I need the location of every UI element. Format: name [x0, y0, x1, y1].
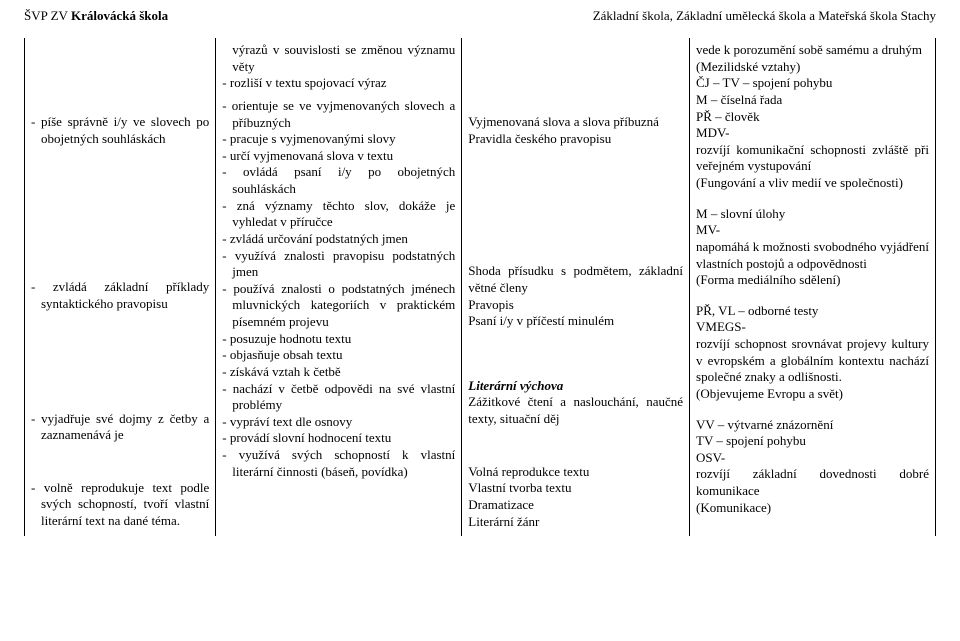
col3-block4-line4: Literární žánr — [468, 514, 683, 531]
col4-b4-5: (Komunikace) — [696, 500, 929, 517]
curriculum-table: píše správně i/y ve slovech po obojetnýc… — [24, 38, 936, 536]
literary-heading: Literární výchova — [468, 378, 683, 395]
col1: píše správně i/y ve slovech po obojetnýc… — [25, 38, 216, 536]
list-item: pracuje s vyjmenovanými slovy — [232, 131, 455, 148]
col4-b1b-2: MV- — [696, 222, 929, 239]
col4-intro-3: ČJ – TV – spojení pohybu — [696, 75, 929, 92]
list-item: volně reprodukuje text podle svých schop… — [41, 480, 209, 530]
list-item: ovládá psaní i/y po obojetných souhláská… — [232, 164, 455, 197]
list-item: rozliší v textu spojovací výraz — [232, 75, 455, 92]
list-item: provádí slovní hodnocení textu — [232, 430, 455, 447]
col3-block4-line1: Volná reprodukce textu — [468, 464, 683, 481]
header-left-bold: Královácká škola — [71, 8, 168, 23]
col1-block4: volně reprodukuje text podle svých schop… — [31, 480, 209, 530]
list-item: zvládá základní příklady syntaktického p… — [41, 279, 209, 312]
col3-block2-line3: Psaní i/y v příčestí minulém — [468, 313, 683, 330]
list-item: určí vyjmenovaná slova v textu — [232, 148, 455, 165]
col1-block1: píše správně i/y ve slovech po obojetnýc… — [31, 114, 209, 147]
col2-intro-plain: výrazů v souvislosti se změnou významu v… — [222, 42, 455, 75]
col1-block2: zvládá základní příklady syntaktického p… — [31, 279, 209, 312]
col3-block2-line1: Shoda přísudku s podmětem, základní větn… — [468, 263, 683, 296]
col4-intro-2: (Mezilidské vztahy) — [696, 59, 929, 76]
list-item: vyjadřuje své dojmy z četby a zaznamenáv… — [41, 411, 209, 444]
list-item: orientuje se ve vyjmenovaných slovech a … — [232, 98, 455, 131]
col4-b2b-3: rozvíjí schopnost srovnávat projevy kult… — [696, 336, 929, 386]
col4: vede k porozumění sobě samému a druhým (… — [690, 38, 936, 536]
list-item: posuzuje hodnotu textu — [232, 331, 455, 348]
col3-block1-line2: Pravidla českého pravopisu — [468, 131, 683, 148]
col4-b2b-1: PŘ, VL – odborné testy — [696, 303, 929, 320]
col4-b2-1: napomáhá k možnosti svobodného vyjádření… — [696, 239, 929, 272]
col4-b1-4: rozvíjí komunikační schopnosti zvláště p… — [696, 142, 929, 175]
col4-b2b-4: (Objevujeme Evropu a svět) — [696, 386, 929, 403]
header-left-prefix: ŠVP ZV — [24, 8, 71, 23]
col4-intro-1: vede k porozumění sobě samému a druhým — [696, 42, 929, 59]
col4-b1-3: MDV- — [696, 125, 929, 142]
list-item: zná významy těchto slov, dokáže je vyhle… — [232, 198, 455, 231]
col4-b1-2: PŘ – člověk — [696, 109, 929, 126]
list-item: využívá znalosti pravopisu podstatných j… — [232, 248, 455, 281]
col3-block4-line3: Dramatizace — [468, 497, 683, 514]
col4-b4-3: OSV- — [696, 450, 929, 467]
col3-block1-line1: Vyjmenovaná slova a slova příbuzná — [468, 114, 683, 131]
list-item: vypráví text dle osnovy — [232, 414, 455, 431]
list-item: využívá svých schopností k vlastní liter… — [232, 447, 455, 480]
col2-block3: posuzuje hodnotu textu objasňuje obsah t… — [222, 331, 455, 414]
col3-block2-line2: Pravopis — [468, 297, 683, 314]
col4-b4-4: rozvíjí základní dovednosti dobré komuni… — [696, 466, 929, 499]
list-item: nachází v četbě odpovědi na své vlastní … — [232, 381, 455, 414]
list-item: zvládá určování podstatných jmen — [232, 231, 455, 248]
col4-b2b-2: VMEGS- — [696, 319, 929, 336]
list-item: píše správně i/y ve slovech po obojetnýc… — [41, 114, 209, 147]
list-item: získává vztah k četbě — [232, 364, 455, 381]
col4-b1-1: M – číselná řada — [696, 92, 929, 109]
col4-b1-5: (Fungování a vliv medií ve společnosti) — [696, 175, 929, 192]
col4-b2-2: (Forma mediálního sdělení) — [696, 272, 929, 289]
header-left: ŠVP ZV Královácká škola — [24, 8, 168, 24]
col4-b4-2: TV – spojení pohybu — [696, 433, 929, 450]
col2-block2: zvládá určování podstatných jmen využívá… — [222, 231, 455, 331]
col4-b4-1: VV – výtvarné znázornění — [696, 417, 929, 434]
table-row: píše správně i/y ve slovech po obojetnýc… — [25, 38, 936, 536]
col3: Vyjmenovaná slova a slova příbuzná Pravi… — [462, 38, 690, 536]
col3-block3-line1: Zážitkové čtení a naslouchání, naučné te… — [468, 394, 683, 427]
col2-block1: orientuje se ve vyjmenovaných slovech a … — [222, 98, 455, 231]
list-item: objasňuje obsah textu — [232, 347, 455, 364]
col2-block4: vypráví text dle osnovy provádí slovní h… — [222, 414, 455, 481]
col2-intro-dash: rozliší v textu spojovací výraz — [222, 75, 455, 92]
col4-b1b-1: M – slovní úlohy — [696, 206, 929, 223]
header-right: Základní škola, Základní umělecká škola … — [593, 8, 936, 24]
col1-block3: vyjadřuje své dojmy z četby a zaznamenáv… — [31, 411, 209, 444]
page: ŠVP ZV Královácká škola Základní škola, … — [0, 0, 960, 552]
col3-block4-line2: Vlastní tvorba textu — [468, 480, 683, 497]
col2: výrazů v souvislosti se změnou významu v… — [216, 38, 462, 536]
list-item: používá znalosti o podstatných jménech m… — [232, 281, 455, 331]
page-header: ŠVP ZV Královácká škola Základní škola, … — [24, 8, 936, 24]
